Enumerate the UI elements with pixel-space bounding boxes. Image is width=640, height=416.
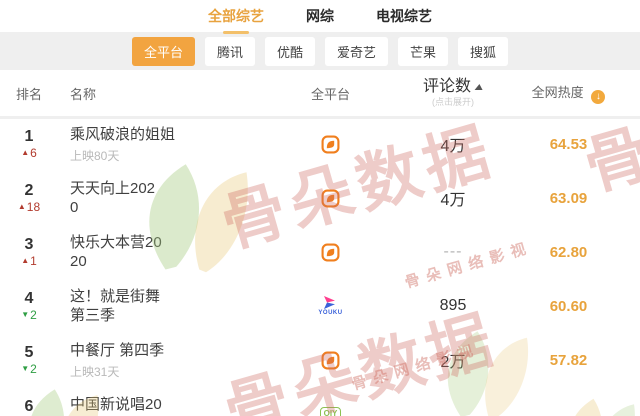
header-score-label: 全网热度 (531, 85, 584, 100)
rank-number: 2 (24, 182, 34, 199)
tab-all[interactable]: 全部综艺 (206, 2, 266, 30)
table-row[interactable]: 1 ▲ 6 乘风破浪的姐姐 上映80天 4万 64.53 (0, 119, 640, 169)
name-cell: 中餐厅 第四季 上映31天 (58, 341, 268, 380)
rank-number: 4 (24, 290, 34, 307)
comments-count: 4万 (440, 192, 466, 209)
mgtv-icon (321, 351, 340, 369)
rank-change-value: 1 (30, 254, 37, 268)
header-name: 名称 (70, 86, 97, 102)
header-score[interactable]: 全网热度 ↓ (513, 82, 640, 104)
comments-count: --- (443, 243, 463, 260)
header-comments[interactable]: 评论数 (点击展开) (393, 78, 513, 107)
rank-change-arrow-icon: ▲ (21, 148, 30, 157)
tab-web[interactable]: 网综 (304, 2, 336, 30)
header-comments-label: 评论数 (422, 78, 471, 96)
table-row[interactable]: 5 ▼ 2 中餐厅 第四季 上映31天 2万 57.82 (0, 335, 640, 385)
show-title: 天天向上202 0 (70, 180, 156, 216)
rank-change-value: 6 (30, 146, 37, 160)
platform-cell (268, 189, 393, 208)
rank-change-value: 18 (26, 200, 41, 214)
filter-iqiyi[interactable]: 爱奇艺 (325, 36, 389, 66)
table-row[interactable]: 3 ▲ 1 快乐大本营20 20 --- 62.80 (0, 227, 640, 277)
iqiyi-icon: QIY (319, 407, 342, 416)
show-title: 乘风破浪的姐姐 (70, 125, 176, 143)
show-title: 快乐大本营20 20 (70, 234, 162, 270)
filter-sohu[interactable]: 搜狐 (458, 36, 509, 66)
heat-score: 57.82 (549, 351, 588, 369)
rank-cell: 6 ▲ 2 (0, 398, 58, 416)
show-subtitle: 上映31天 (70, 364, 120, 379)
rank-number: 3 (24, 236, 34, 253)
rank-cell: 3 ▲ 1 (0, 236, 58, 268)
comments-count: 4万 (440, 138, 466, 155)
header-platform: 全平台 (310, 86, 350, 102)
rank-change-value: 2 (30, 308, 37, 322)
platform-cell: YOUKU (268, 296, 393, 316)
name-cell: 这！就是街舞 第三季 (58, 287, 268, 325)
rank-number: 5 (24, 344, 34, 361)
filter-tencent[interactable]: 腾讯 (204, 36, 255, 66)
rank-number: 1 (24, 128, 34, 145)
name-cell: 中国新说唱20 20 (58, 395, 268, 416)
rank-change-value: 2 (30, 362, 37, 376)
rank-change: ▼ 2 (0, 308, 58, 322)
mgtv-icon (321, 135, 340, 153)
comments-count: 2万 (440, 354, 466, 371)
show-subtitle: 上映80天 (70, 148, 120, 163)
youku-icon: YOUKU (318, 296, 342, 316)
name-cell: 乘风破浪的姐姐 上映80天 (58, 125, 268, 164)
show-title: 中国新说唱20 20 (70, 396, 162, 416)
rank-cell: 1 ▲ 6 (0, 128, 58, 160)
heat-score: 60.60 (549, 297, 588, 315)
comments-sort-icon[interactable] (474, 84, 484, 91)
table-row[interactable]: 2 ▲ 18 天天向上202 0 4万 63.09 (0, 173, 640, 223)
mgtv-icon (321, 243, 340, 261)
rank-cell: 2 ▲ 18 (0, 182, 58, 214)
tab-tv[interactable]: 电视综艺 (374, 2, 434, 30)
ranking-list: 1 ▲ 6 乘风破浪的姐姐 上映80天 4万 64.53 2 ▲ 18 (0, 119, 640, 416)
name-cell: 天天向上202 0 (58, 179, 268, 217)
table-row[interactable]: 6 ▲ 2 中国新说唱20 20 QIY (0, 389, 640, 416)
platform-cell (268, 135, 393, 154)
platform-cell (268, 243, 393, 262)
rank-number: 6 (24, 398, 34, 415)
name-cell: 快乐大本营20 20 (58, 233, 268, 271)
rank-change: ▲ 6 (0, 146, 58, 160)
heat-score: 63.09 (549, 189, 588, 207)
filter-mango[interactable]: 芒果 (398, 36, 449, 66)
rank-change: ▲ 1 (0, 254, 58, 268)
platform-filterbar: 全平台 腾讯 优酷 爱奇艺 芒果 搜狐 (0, 32, 640, 70)
rank-change-arrow-icon: ▲ (17, 202, 26, 211)
mgtv-icon (321, 189, 340, 207)
rank-change-arrow-icon: ▼ (21, 364, 30, 373)
rank-cell: 5 ▼ 2 (0, 344, 58, 376)
heat-sort-icon[interactable]: ↓ (591, 90, 606, 104)
table-header: 排名 名称 全平台 评论数 (点击展开) 全网热度 ↓ (0, 70, 640, 119)
show-title: 中餐厅 第四季 (70, 341, 165, 359)
rank-change-arrow-icon: ▲ (21, 256, 30, 265)
table-row[interactable]: 4 ▼ 2 这！就是街舞 第三季 YOUKU 895 60.60 (0, 281, 640, 331)
rank-change: ▼ 2 (0, 362, 58, 376)
platform-cell (268, 351, 393, 370)
header-rank: 排名 (15, 86, 42, 102)
header-comments-note: (点击展开) (432, 96, 474, 107)
category-tabs: 全部综艺 网综 电视综艺 (0, 0, 640, 32)
show-title: 这！就是街舞 第三季 (70, 288, 161, 324)
platform-cell: QIY (268, 407, 393, 416)
rank-change: ▲ 18 (0, 200, 58, 214)
heat-score: 62.80 (549, 243, 588, 261)
heat-score: 64.53 (549, 135, 588, 153)
comments-count: 895 (439, 297, 467, 314)
filter-all-platforms[interactable]: 全平台 (131, 36, 195, 66)
rank-cell: 4 ▼ 2 (0, 290, 58, 322)
rank-change-arrow-icon: ▼ (21, 310, 30, 319)
filter-youku[interactable]: 优酷 (264, 36, 315, 66)
